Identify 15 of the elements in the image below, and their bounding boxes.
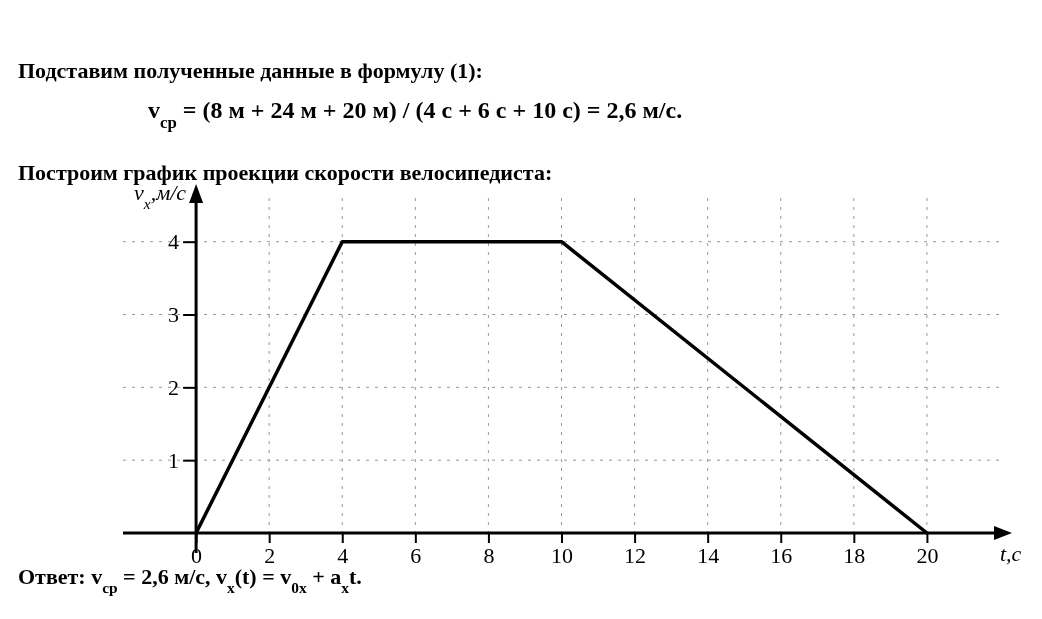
text: v$_{ср}$ = (8 м + 24 м + 20 м) / (4 с + 6 с + 10 с) = 2,6 м/с. <box>148 97 683 132</box>
y-tick-label: 4 <box>168 229 180 255</box>
x-tick-label: 6 <box>410 542 422 568</box>
x-axis-title: t,c <box>1000 541 1022 566</box>
x-tick-label: 16 <box>770 542 793 568</box>
x-tick-label: 18 <box>843 542 866 568</box>
x-tick-label: 20 <box>916 542 939 568</box>
y-tick-label: 2 <box>168 374 180 400</box>
text: Подставим полученные данные в формулу (1): <box>18 58 483 83</box>
y-tick-label: 1 <box>168 447 180 473</box>
x-tick-label: 12 <box>624 542 647 568</box>
x-tick-label: 10 <box>551 542 573 568</box>
x-tick-label: 14 <box>697 542 720 568</box>
y-tick-label: 3 <box>168 302 180 328</box>
x-tick-label: 8 <box>483 542 495 568</box>
